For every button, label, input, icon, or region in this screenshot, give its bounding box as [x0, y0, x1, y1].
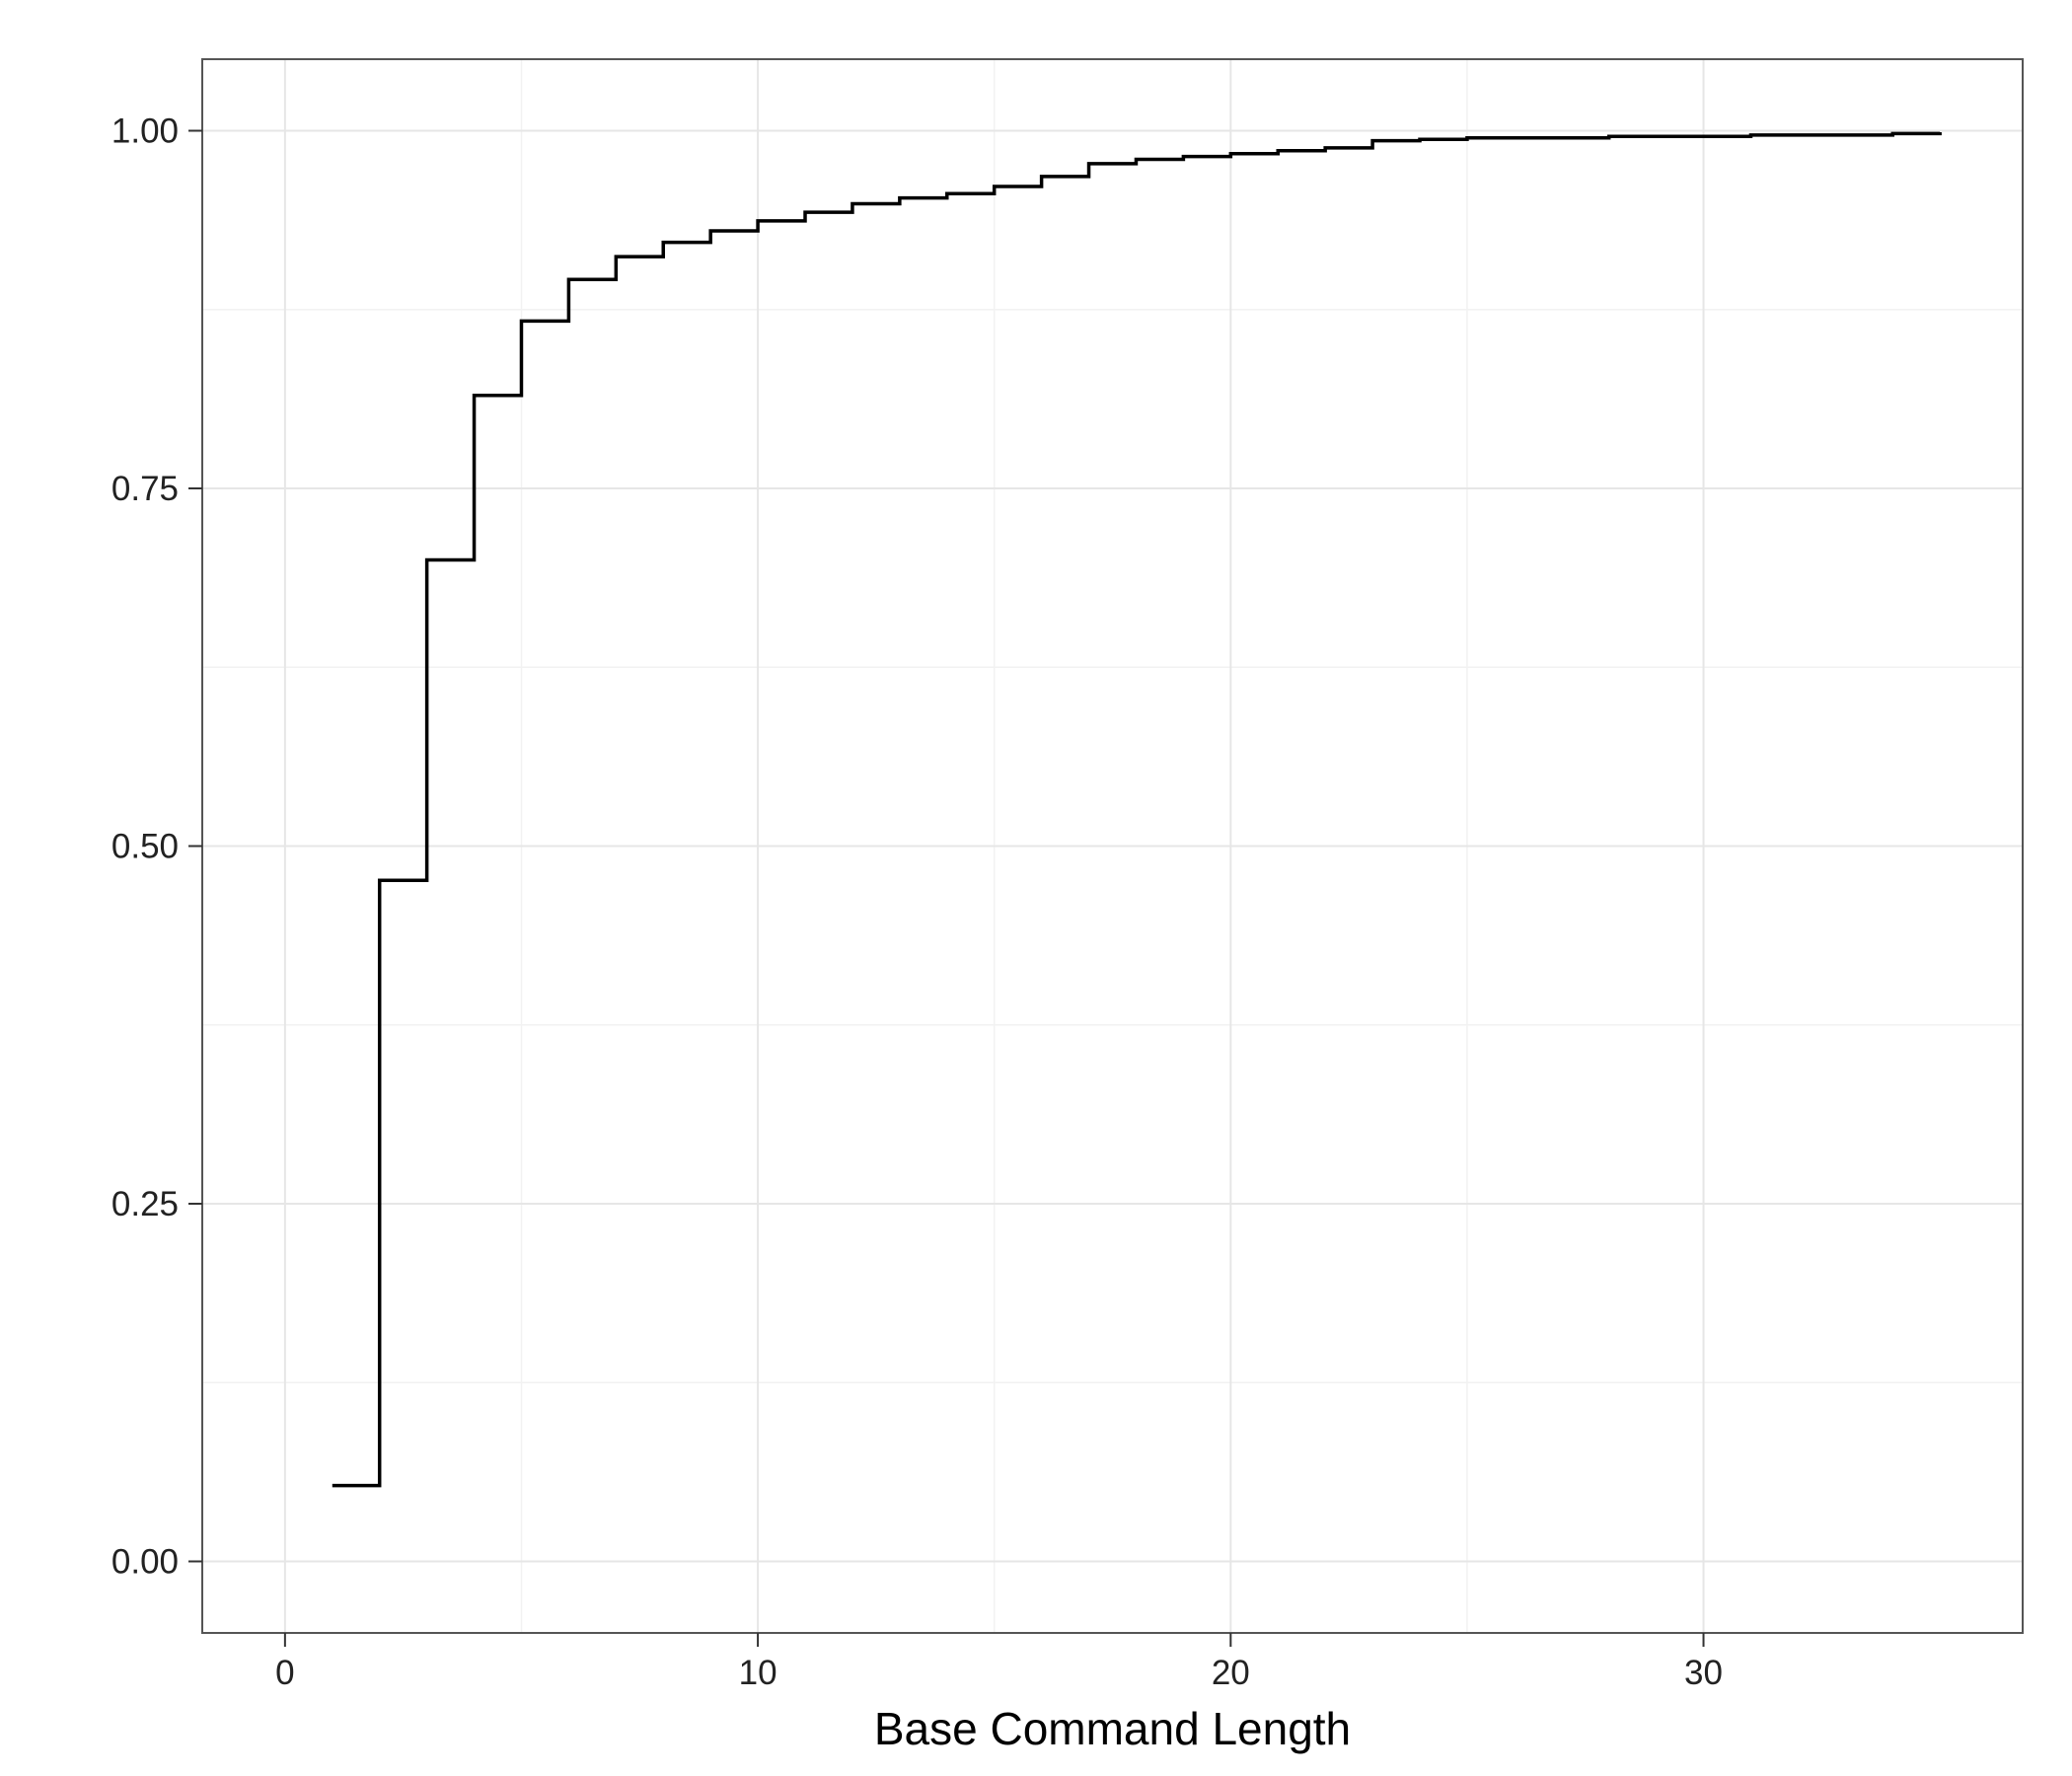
- minor-gridlines: [202, 59, 2023, 1633]
- x-axis-title: Base Command Length: [874, 1703, 1351, 1754]
- x-tick-label: 10: [739, 1654, 777, 1692]
- x-tick-label: 20: [1212, 1654, 1250, 1692]
- y-tick-label: 0.75: [111, 470, 179, 508]
- ecdf-step-line: [332, 131, 1942, 1488]
- y-tick-label: 0.00: [111, 1543, 179, 1582]
- y-tick-label: 1.00: [111, 112, 179, 151]
- x-axis: 0 10 20 30: [275, 1633, 1723, 1692]
- major-gridlines: [202, 59, 2023, 1633]
- x-tick-label: 30: [1684, 1654, 1723, 1692]
- y-tick-label: 0.50: [111, 828, 179, 866]
- series-layer: [332, 131, 1942, 1488]
- y-axis: 0.00 0.25 0.50 0.75 1.00: [111, 112, 202, 1582]
- y-tick-label: 0.25: [111, 1185, 179, 1223]
- x-tick-label: 0: [275, 1654, 294, 1692]
